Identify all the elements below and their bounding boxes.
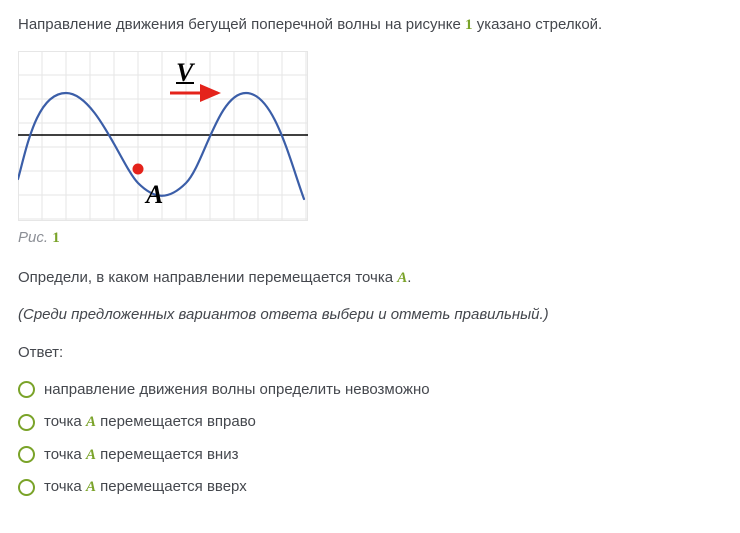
caption-num: 1 [52, 230, 60, 246]
svg-text:A: A [144, 180, 163, 209]
option-post: перемещается вверх [96, 478, 247, 495]
option-var: A [86, 447, 96, 463]
question-after: . [407, 269, 411, 286]
option-1[interactable]: точка A перемещается вправо [18, 411, 722, 434]
option-2[interactable]: точка A перемещается вниз [18, 444, 722, 467]
intro-before: Направление движения бегущей поперечной … [18, 16, 465, 33]
option-label: направление движения волны определить не… [44, 379, 430, 402]
radio-icon[interactable] [18, 446, 35, 463]
options-group: направление движения волны определить не… [18, 379, 722, 499]
intro-after: указано стрелкой. [473, 16, 603, 33]
option-var: A [86, 414, 96, 430]
option-pre: точка [44, 478, 86, 495]
radio-icon[interactable] [18, 381, 35, 398]
option-pre: направление движения волны определить не… [44, 381, 430, 398]
option-post: перемещается вправо [96, 413, 256, 430]
option-label: точка A перемещается вниз [44, 444, 238, 467]
option-label: точка A перемещается вверх [44, 476, 247, 499]
intro-text: Направление движения бегущей поперечной … [18, 14, 722, 37]
question-var: A [397, 270, 407, 286]
question-before: Определи, в каком направлении перемещает… [18, 269, 397, 286]
question-text: Определи, в каком направлении перемещает… [18, 267, 722, 290]
option-label: точка A перемещается вправо [44, 411, 256, 434]
radio-icon[interactable] [18, 479, 35, 496]
answer-label: Ответ: [18, 342, 722, 365]
intro-fignum: 1 [465, 17, 473, 33]
wave-svg: VA [18, 51, 308, 221]
option-var: A [86, 479, 96, 495]
option-pre: точка [44, 446, 86, 463]
option-pre: точка [44, 413, 86, 430]
hint-inner: Среди предложенных вариантов ответа выбе… [23, 306, 544, 323]
hint-text: (Среди предложенных вариантов ответа выб… [18, 304, 722, 327]
option-post: перемещается вниз [96, 446, 239, 463]
option-0[interactable]: направление движения волны определить не… [18, 379, 722, 402]
radio-icon[interactable] [18, 414, 35, 431]
figure-caption: Рис. 1 [18, 227, 722, 250]
caption-prefix: Рис. [18, 229, 52, 246]
wave-diagram: VA [18, 51, 722, 221]
option-3[interactable]: точка A перемещается вверх [18, 476, 722, 499]
